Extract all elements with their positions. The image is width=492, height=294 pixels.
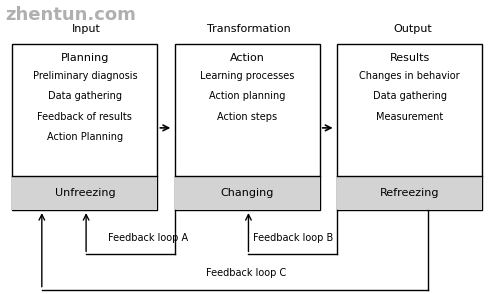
Text: Action planning: Action planning <box>209 91 285 101</box>
Text: Changes in behavior: Changes in behavior <box>359 71 460 81</box>
Text: Data gathering: Data gathering <box>372 91 447 101</box>
Text: Data gathering: Data gathering <box>48 91 122 101</box>
Text: zhentun.com: zhentun.com <box>5 6 136 24</box>
Text: Feedback of results: Feedback of results <box>37 112 132 122</box>
Bar <box>175 176 320 210</box>
Bar <box>337 176 482 210</box>
Text: Feedback loop A: Feedback loop A <box>108 233 187 243</box>
Text: Planning: Planning <box>61 53 109 63</box>
Text: Feedback loop B: Feedback loop B <box>252 233 333 243</box>
Text: Measurement: Measurement <box>376 112 443 122</box>
Text: Learning processes: Learning processes <box>200 71 294 81</box>
Text: Action steps: Action steps <box>217 112 277 122</box>
Text: Refreezing: Refreezing <box>380 188 439 198</box>
Text: Preliminary diagnosis: Preliminary diagnosis <box>32 71 137 81</box>
Bar <box>337 44 482 210</box>
Bar <box>12 44 157 210</box>
Text: Transformation: Transformation <box>207 24 290 34</box>
Text: Output: Output <box>393 24 431 34</box>
Text: Changing: Changing <box>220 188 274 198</box>
Bar <box>12 176 157 210</box>
Text: Input: Input <box>72 24 100 34</box>
Text: Unfreezing: Unfreezing <box>55 188 115 198</box>
Bar <box>175 44 320 210</box>
Text: Results: Results <box>390 53 430 63</box>
Text: Feedback loop C: Feedback loop C <box>206 268 286 278</box>
Text: Action Planning: Action Planning <box>47 132 123 142</box>
Text: Action: Action <box>230 53 265 63</box>
